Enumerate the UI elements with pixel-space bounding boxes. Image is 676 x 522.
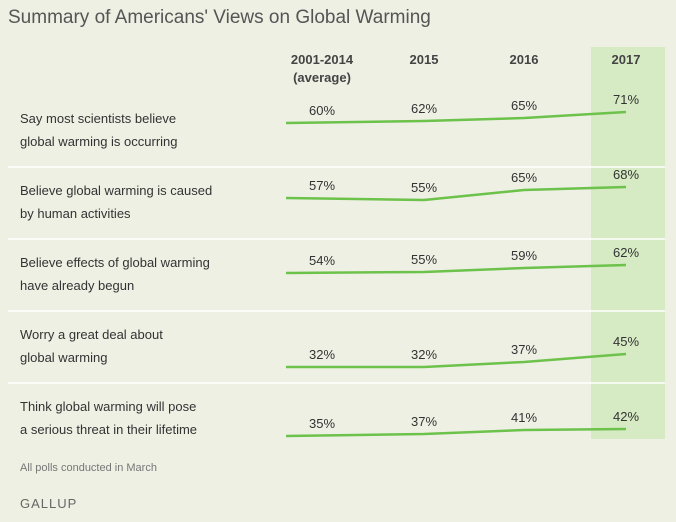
data-label: 35%	[309, 416, 335, 431]
row-label: Believe effects of global warming	[20, 255, 210, 270]
row-label: Believe global warming is caused	[20, 183, 212, 198]
series-line	[285, 427, 627, 438]
column-header: 2001-2014	[291, 52, 354, 67]
table-row: Believe global warming is caused by human…	[8, 167, 665, 240]
data-label: 37%	[511, 342, 537, 357]
gallup-logo: GALLUP	[20, 496, 77, 511]
footnote: All polls conducted in March	[20, 462, 157, 474]
data-label: 60%	[309, 103, 335, 118]
data-label: 65%	[511, 170, 537, 185]
series-line	[285, 263, 627, 275]
data-label: 42%	[613, 409, 639, 424]
data-label: 71%	[613, 92, 639, 107]
table-row: Think global warming will pose a serious …	[20, 399, 639, 438]
chart-title: Summary of Americans' Views on Global Wa…	[8, 7, 431, 28]
row-label: global warming is occurring	[20, 134, 178, 149]
row-label: a serious threat in their lifetime	[20, 422, 197, 437]
column-header: 2015	[410, 52, 439, 67]
row-label: global warming	[20, 350, 107, 365]
column-header: 2017	[612, 52, 641, 67]
row-label: Think global warming will pose	[20, 399, 196, 414]
row-label: Say most scientists believe	[20, 111, 176, 126]
data-label: 45%	[613, 334, 639, 349]
column-subheader: (average)	[293, 70, 351, 85]
series-line	[285, 110, 627, 125]
data-label: 54%	[309, 253, 335, 268]
data-label: 55%	[411, 252, 437, 267]
data-label: 68%	[613, 167, 639, 182]
table-row: Believe effects of global warming have al…	[8, 245, 665, 312]
data-label: 41%	[511, 410, 537, 425]
column-header: 2016	[510, 52, 539, 67]
data-label: 32%	[411, 347, 437, 362]
data-label: 62%	[411, 101, 437, 116]
row-label: have already begun	[20, 278, 134, 293]
table-row: Say most scientists believe global warmin…	[8, 92, 665, 168]
series-line	[286, 352, 627, 369]
data-label: 57%	[309, 178, 335, 193]
data-label: 55%	[411, 180, 437, 195]
series-line	[285, 185, 627, 202]
table-row: Worry a great deal about global warming 32…	[8, 327, 665, 384]
data-label: 65%	[511, 98, 537, 113]
data-label: 62%	[613, 245, 639, 260]
data-label: 32%	[309, 347, 335, 362]
row-label: by human activities	[20, 206, 131, 221]
data-label: 37%	[411, 414, 437, 429]
row-label: Worry a great deal about	[20, 327, 163, 342]
data-label: 59%	[511, 248, 537, 263]
